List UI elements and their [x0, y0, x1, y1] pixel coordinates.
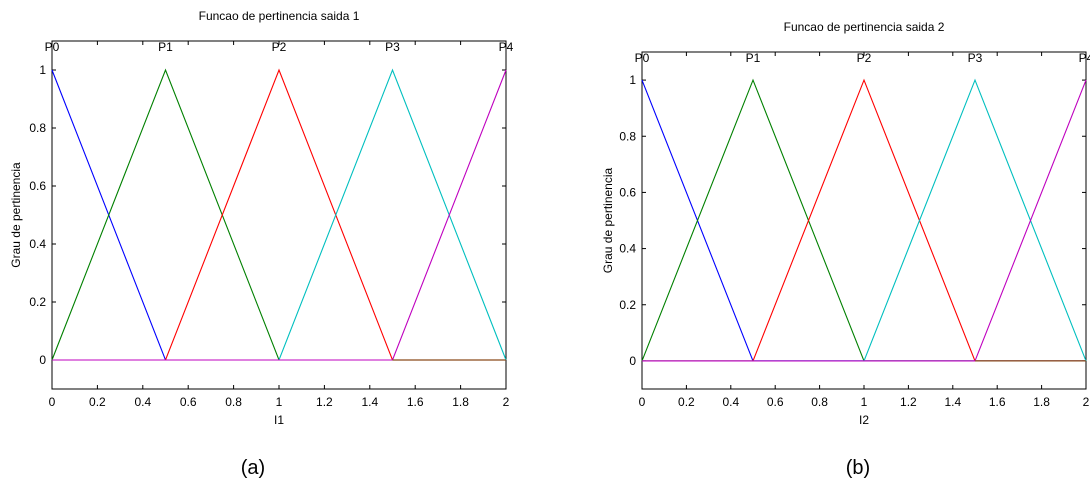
chart-b-x-tick-label: 2 — [1083, 395, 1090, 409]
chart-b-y-tick-label: 0.4 — [619, 242, 636, 256]
chart-b-caption: (b) — [846, 457, 870, 479]
chart-a-ticks: 0 0.2 0.4 0.6 0.8 1 1.2 1.4 1.6 1.8 2 0 0.2 0.4 0.6 0.8… — [29, 41, 510, 409]
chart-a-y-tick-label: 0.6 — [29, 179, 46, 193]
chart-a-title: Funcao de pertinencia saida 1 — [199, 9, 360, 23]
chart-b-mf-label-p2: P2 — [857, 51, 872, 65]
chart-b-x-tick-label: 0.8 — [811, 395, 828, 409]
chart-a-y-axis-label: Grau de pertinencia — [9, 162, 23, 268]
chart-b-x-tick-label: 1.2 — [900, 395, 917, 409]
chart-b-mf-label-p4: P4 — [1079, 51, 1090, 65]
chart-b-x-tick-label: 1.8 — [1033, 395, 1050, 409]
chart-b-mf-label-p1: P1 — [746, 51, 761, 65]
chart-b-x-tick-label: 1.6 — [989, 395, 1006, 409]
chart-a-x-tick-label: 1.8 — [452, 395, 469, 409]
chart-a-mf-labels: P0 P1 P2 P3 P4 — [45, 40, 514, 54]
chart-a-series — [51, 68, 507, 361]
chart-b-x-tick-label: 0.2 — [678, 395, 695, 409]
chart-a-x-tick-label: 0.8 — [225, 395, 242, 409]
chart-a-x-tick-label: 1.4 — [361, 395, 378, 409]
chart-b-x-tick-label: 1 — [861, 395, 868, 409]
chart-b-mf-label-p0: P0 — [635, 51, 650, 65]
chart-a-y-tick-label: 0.4 — [29, 237, 46, 251]
chart-a-mf-label-p4: P4 — [499, 40, 514, 54]
chart-a-mf-label-p2: P2 — [272, 40, 287, 54]
chart-a-x-tick-label: 0 — [49, 395, 56, 409]
chart-a-y-tick-label: 0 — [39, 353, 46, 367]
chart-a-x-tick-label: 0.4 — [134, 395, 151, 409]
chart-a-x-tick-label: 1.6 — [407, 395, 424, 409]
chart-b-series — [641, 78, 1087, 362]
chart-b-plot-frame — [641, 51, 1087, 390]
chart-b-title: Funcao de pertinencia saida 2 — [784, 20, 945, 34]
chart-a-mf-label-p3: P3 — [385, 40, 400, 54]
chart-b-y-tick-label: 0.6 — [619, 185, 636, 199]
chart-a-x-tick-label: 0.6 — [180, 395, 197, 409]
chart-b-x-tick-label: 0.4 — [722, 395, 739, 409]
chart-b-y-tick-label: 0.2 — [619, 298, 636, 312]
chart-b-y-tick-label: 0.8 — [619, 129, 636, 143]
chart-a-mf-label-p0: P0 — [45, 40, 60, 54]
chart-b-y-tick-label: 1 — [629, 73, 636, 87]
chart-a-x-tick-label: 2 — [503, 395, 510, 409]
chart-a-caption: (a) — [241, 457, 265, 479]
chart-b-y-tick-label: 0 — [629, 354, 636, 368]
chart-b-x-tick-label: 0 — [639, 395, 646, 409]
chart-b-mf-labels: P0 P1 P2 P3 P4 — [635, 51, 1090, 65]
chart-b-x-tick-label: 1.4 — [944, 395, 961, 409]
chart-a-y-tick-label: 0.8 — [29, 121, 46, 135]
chart-a-x-axis-label: I1 — [274, 413, 284, 427]
chart-b-y-axis-label: Grau de pertinencia — [601, 167, 615, 273]
chart-b-x-tick-label: 0.6 — [767, 395, 784, 409]
chart-a-x-tick-label: 0.2 — [89, 395, 106, 409]
chart-a: Funcao de pertinencia saida 1 0 0.2 0.4 0.6… — [9, 9, 514, 479]
chart-b-x-axis-label: I2 — [859, 413, 869, 427]
chart-b-mf-label-p3: P3 — [968, 51, 983, 65]
chart-a-y-tick-label: 1 — [39, 63, 46, 77]
chart-a-x-tick-label: 1 — [276, 395, 283, 409]
chart-b: Funcao de pertinencia saida 2 0 0.2 0.4 0.6… — [601, 20, 1090, 479]
chart-a-y-tick-label: 0.2 — [29, 295, 46, 309]
chart-b-ticks: 0 0.2 0.4 0.6 0.8 1 1.2 1.4 1.6 1.8 2 0 0.2 0.4 0.6 0.8… — [619, 52, 1090, 409]
chart-a-x-tick-label: 1.2 — [316, 395, 333, 409]
chart-a-mf-label-p1: P1 — [158, 40, 173, 54]
chart-a-plot-frame — [51, 40, 507, 390]
